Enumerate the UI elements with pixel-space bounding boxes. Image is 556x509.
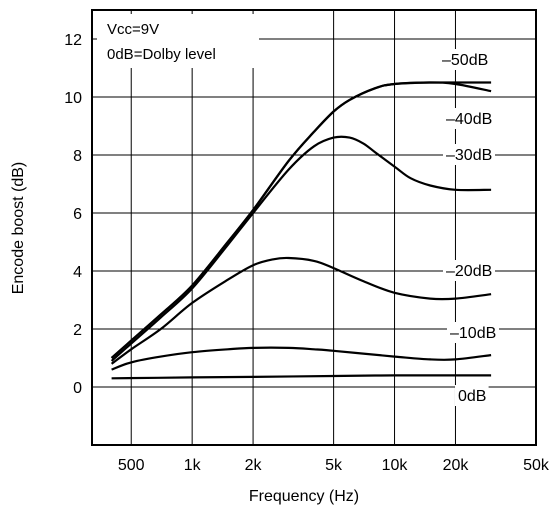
x-tick-label: 50k: [523, 457, 550, 474]
annotation-dolby: 0dB=Dolby level: [107, 46, 216, 63]
curve-label-bg: [443, 260, 495, 281]
plot-frame: [91, 9, 537, 446]
curves: [110, 81, 492, 380]
curve-line: [110, 81, 492, 359]
curve-line: [111, 346, 492, 371]
y-tick-label: 10: [64, 90, 82, 107]
x-tick-label: 500: [118, 457, 145, 474]
curve-label: –50dB: [442, 52, 488, 69]
curve-line: [110, 81, 492, 359]
y-axis-ticks: 0 2 4 6 8 10 12: [64, 32, 82, 397]
x-tick-label: 10k: [382, 457, 409, 474]
curve-label: –40dB: [446, 111, 492, 128]
y-tick-label: 12: [64, 32, 82, 49]
grid-lines: [92, 10, 537, 445]
x-tick-label: 20k: [443, 457, 470, 474]
curve-label-bg: [443, 108, 495, 129]
curve-label: –30dB: [446, 147, 492, 164]
y-axis-label: Encode boost (dB): [10, 162, 27, 295]
curve-label: –20dB: [446, 263, 492, 280]
x-axis-label: Frequency (Hz): [249, 488, 359, 505]
curve-label: 0dB: [458, 388, 486, 405]
curve-label: –10dB: [450, 325, 496, 342]
curve-labels: –50dB –40dB –30dB –20dB –10dB 0dB: [439, 49, 499, 406]
curve-line: [110, 256, 492, 365]
curve-label-bg: [439, 49, 491, 70]
y-tick-label: 8: [73, 148, 82, 165]
y-tick-label: 0: [73, 380, 82, 397]
curve-label-bg: [443, 144, 495, 165]
y-tick-label: 2: [73, 322, 82, 339]
annotation-box: Vcc=9V 0dB=Dolby level: [97, 14, 259, 68]
annotation-vcc: Vcc=9V: [107, 21, 159, 38]
curve-label-bg: [455, 385, 489, 406]
x-tick-label: 1k: [184, 457, 202, 474]
curve-line: [111, 374, 492, 380]
x-axis-ticks: 500 1k 2k 5k 10k 20k 50k: [118, 457, 550, 474]
x-tick-label: 5k: [325, 457, 343, 474]
curve-line: [110, 135, 492, 362]
y-tick-label: 6: [73, 206, 82, 223]
x-tick-label: 2k: [245, 457, 263, 474]
curve-label-bg: [447, 322, 499, 343]
y-tick-label: 4: [73, 264, 82, 281]
